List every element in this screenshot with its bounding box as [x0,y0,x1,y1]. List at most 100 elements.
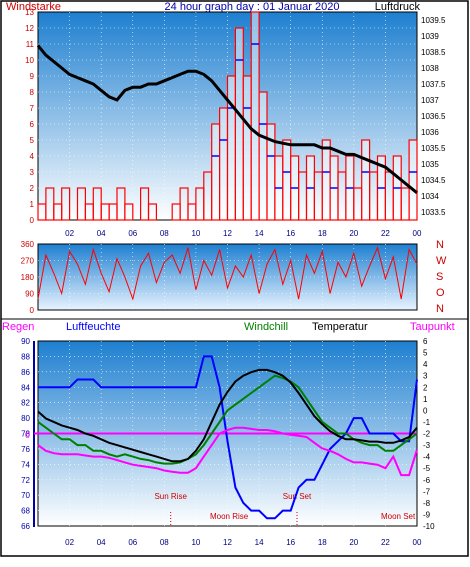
wind-x-axis: 02 04 06 08 10 12 14 16 18 20 22 00 [65,229,422,238]
climate-x-axis: 02 04 06 08 10 12 14 16 18 20 22 00 [65,538,422,547]
pressure-y-tick-label: 1034.5 [421,176,446,185]
pressure-y-tick-label: 1038 [421,64,439,73]
wind-y-tick-label: 11 [26,40,35,49]
humidity-y-tick-label: 74 [21,460,30,469]
humidity-y-tick-label: 78 [21,430,30,439]
wind-bar [219,107,229,221]
wind-x-tick-label: 14 [255,229,264,238]
humidity-y-tick-label: 66 [21,522,30,531]
climate-x-tick-label: 06 [128,538,137,547]
compass-label: O [436,287,445,299]
climate-x-tick-label: 04 [97,538,106,547]
temperature-y-tick-label: -2 [423,430,431,439]
wind-x-tick-label: 20 [349,229,358,238]
temperature-y-tick-label: 6 [423,337,428,346]
wind-y-tick-label: 7 [30,104,35,113]
humidity-y-tick-label: 90 [21,337,30,346]
wind-bar [408,139,418,221]
temperature-y-tick-label: -7 [423,487,431,496]
climate-x-tick-label: 16 [286,538,295,547]
pressure-y-tick-label: 1035.5 [421,144,446,153]
pressure-y-axis: 1033.5 1034 1034.5 1035 1035.5 1036 1036.5 1037… [421,16,446,217]
direction-y-tick-label: 180 [21,273,35,282]
sun-moon-annotation: Sun Set [283,492,312,501]
wind-x-tick-label: 00 [413,229,422,238]
sun-moon-annotations: Sun Rise Sun Set Moon Rise Moon Set [154,492,416,526]
temperature-series-line [37,368,418,463]
pressure-y-tick-label: 1038.5 [421,48,446,57]
wind-bar [258,91,268,221]
temperature-y-tick-label: -9 [423,510,431,519]
temperature-y-tick-label: 2 [423,383,428,392]
wind-direction-y-axis: 0 90 180 270 360 [21,240,35,315]
wind-x-tick-label: 04 [97,229,106,238]
pressure-y-tick-label: 1037 [421,96,439,105]
wind-y-tick-label: 9 [30,72,35,81]
compass-label: S [436,271,443,283]
humidity-y-tick-label: 84 [21,383,30,392]
temperature-y-tick-label: 5 [423,349,428,358]
temperature-y-tick-label: 0 [423,406,428,415]
legend-humidity: Luftfeuchte [66,321,120,333]
wind-y-tick-label: 12 [25,24,34,33]
pressure-y-tick-label: 1036.5 [421,112,446,121]
wind-y-tick-label: 3 [30,168,35,177]
wind-bar [250,11,260,221]
wind-bar [226,75,237,221]
wind-bar [321,139,331,221]
compass-label: N [436,303,444,315]
wind-y-tick-label: 2 [30,184,35,193]
humidity-y-tick-label: 88 [21,352,30,361]
wind-y-tick-label: 6 [30,120,35,129]
climate-x-tick-label: 10 [191,538,200,547]
wind-y-tick-label: 1 [30,200,35,209]
climate-x-tick-label: 08 [160,538,169,547]
wind-bar [282,139,292,221]
humidity-y-tick-label: 80 [21,414,30,423]
wind-bar [242,75,252,221]
direction-y-tick-label: 360 [21,240,35,249]
wind-x-tick-label: 02 [65,229,74,238]
wind-y-tick-label: 0 [30,216,35,225]
temperature-y-tick-label: -1 [423,418,431,427]
climate-x-tick-label: 02 [65,538,74,547]
wind-x-tick-label: 08 [160,229,169,238]
pressure-y-tick-label: 1035 [421,160,439,169]
wind-bar [147,203,158,221]
upper-section-border [0,0,469,320]
humidity-y-axis: 66 68 70 72 74 76 78 80 82 84 86 88 90 [21,337,30,531]
pressure-y-tick-label: 1039.5 [421,16,446,25]
sun-moon-annotation: Moon Rise [210,512,249,521]
pressure-y-tick-label: 1037.5 [421,80,446,89]
temperature-y-tick-label: 3 [423,372,428,381]
climate-x-tick-label: 20 [349,538,358,547]
sun-moon-annotation: Moon Set [381,512,416,521]
climate-x-tick-label: 12 [223,538,232,547]
sun-moon-annotation: Sun Rise [154,492,187,501]
wind-bar [124,203,134,221]
rain-zero-label: 0 [25,430,30,440]
humidity-y-tick-label: 76 [21,445,30,454]
wind-bar [361,139,371,221]
direction-y-tick-label: 270 [21,257,35,266]
wind-series [37,11,418,221]
climate-x-tick-label: 18 [318,538,327,547]
climate-x-tick-label: 14 [255,538,264,547]
direction-y-tick-label: 90 [25,290,34,299]
humidity-y-tick-label: 86 [21,368,30,377]
compass-label: W [436,255,447,267]
wind-x-tick-label: 18 [318,229,327,238]
wind-y-tick-label: 13 [25,8,34,17]
wind-y-tick-label: 4 [30,152,35,161]
compass-label: N [436,239,444,251]
pressure-y-tick-label: 1036 [421,128,439,137]
pressure-y-tick-label: 1033.5 [421,208,446,217]
temperature-y-tick-label: -3 [423,441,431,450]
humidity-series-line [38,355,418,520]
climate-x-tick-label: 00 [413,538,422,547]
